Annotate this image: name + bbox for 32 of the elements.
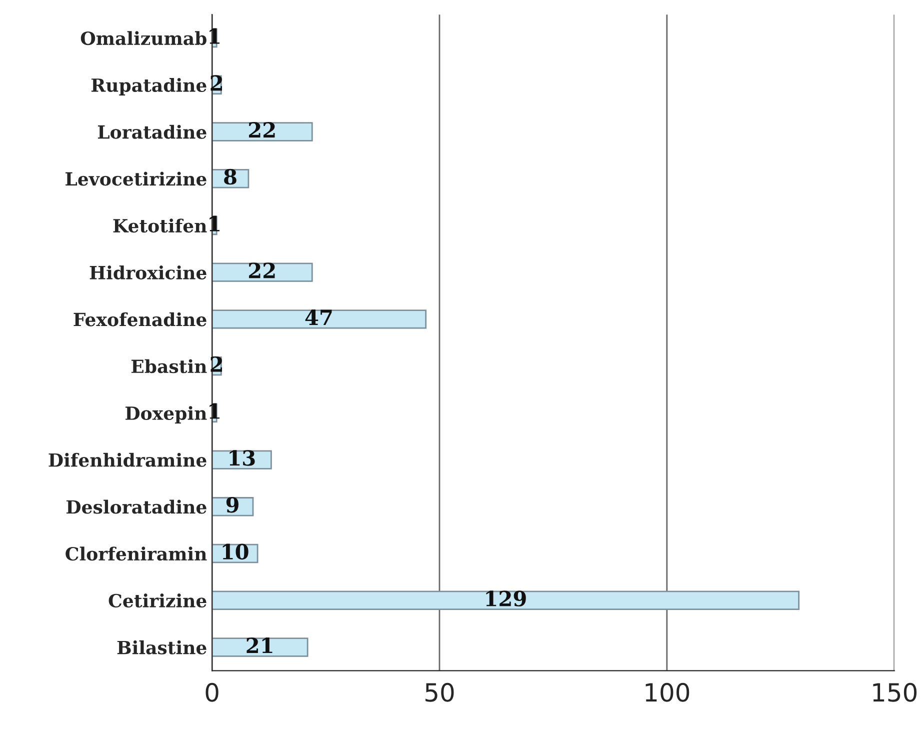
y-tick-label: Desloratadine: [66, 500, 206, 514]
x-tick-label: 50: [426, 682, 454, 702]
bar: [212, 122, 313, 142]
data-label: 8: [224, 168, 236, 185]
y-tick-label: Omalizumab: [80, 31, 206, 46]
y-tick-label: Fexofenadine: [74, 312, 206, 326]
y-tick-label: Bilastine: [117, 640, 206, 654]
data-label: 9: [226, 496, 238, 513]
data-label: 47: [305, 309, 332, 325]
y-tick-label: Doxepin: [125, 406, 207, 424]
data-label: 22: [248, 122, 275, 138]
y-tick-label: Ebastin: [131, 359, 207, 374]
x-tick-label: 0: [206, 682, 218, 702]
y-tick-label: Hidroxicine: [90, 265, 206, 280]
data-label: 22: [248, 262, 275, 278]
bar: [212, 310, 427, 329]
bar: [212, 638, 308, 657]
y-tick-label: Rupatadine: [91, 78, 206, 96]
y-tick-label: Clorfeniramin: [66, 546, 207, 561]
x-tick-label: 150: [873, 682, 917, 702]
y-tick-label: Cetirizine: [108, 594, 206, 608]
y-tick-label: Levocetirizine: [66, 172, 206, 186]
x-tick-label: 100: [646, 682, 690, 702]
data-label: 13: [230, 450, 255, 466]
y-tick-label: Difenhidramine: [48, 452, 206, 467]
bar: [212, 590, 800, 610]
data-label: 129: [486, 590, 526, 606]
y-tick-label: Ketotifen: [113, 218, 207, 233]
y-tick-label: Loratadine: [98, 124, 206, 139]
data-label: 21: [246, 638, 272, 653]
bar: [212, 262, 313, 282]
data-label: 10: [222, 544, 248, 560]
